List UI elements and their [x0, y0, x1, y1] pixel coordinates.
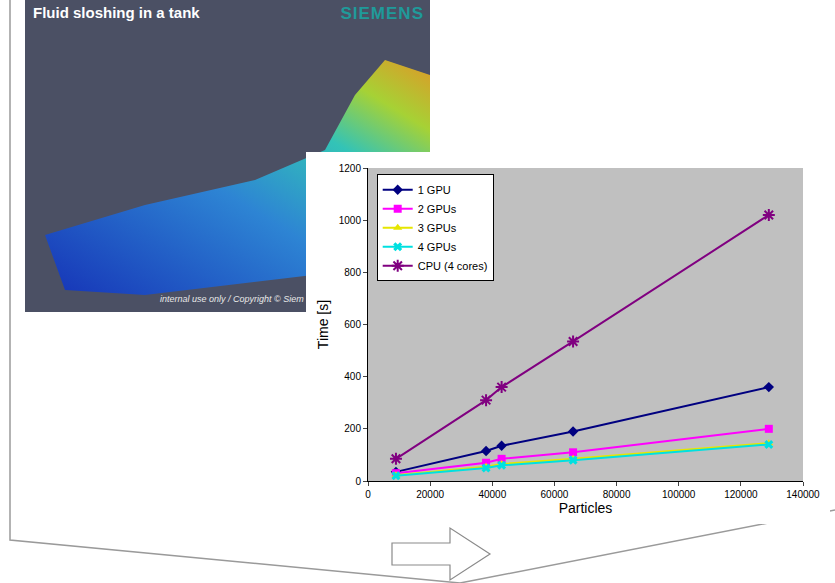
svg-text:600: 600 [344, 319, 361, 330]
svg-text:0: 0 [355, 476, 361, 487]
svg-text:4 GPUs: 4 GPUs [418, 241, 457, 253]
svg-text:Particles: Particles [559, 500, 613, 516]
svg-text:2 GPUs: 2 GPUs [418, 203, 457, 215]
html-text:internal use only / Copyright: internal use only / Copyright © Siem [160, 294, 304, 304]
svg-text:100000: 100000 [662, 489, 696, 500]
svg-text:0: 0 [365, 489, 371, 500]
svg-text:CPU (4 cores): CPU (4 cores) [418, 260, 488, 272]
svg-text:140000: 140000 [786, 489, 820, 500]
svg-text:1200: 1200 [339, 163, 362, 174]
svg-text:Time [s]: Time [s] [315, 300, 331, 349]
svg-text:40000: 40000 [478, 489, 506, 500]
svg-text:20000: 20000 [416, 489, 444, 500]
svg-text:800: 800 [344, 267, 361, 278]
svg-text:400: 400 [344, 371, 361, 382]
html-text:SIEMENS: SIEMENS [340, 4, 424, 23]
svg-text:60000: 60000 [541, 489, 569, 500]
svg-text:1 GPU: 1 GPU [418, 184, 451, 196]
svg-text:3 GPUs: 3 GPUs [418, 222, 457, 234]
svg-text:120000: 120000 [724, 489, 758, 500]
svg-text:80000: 80000 [603, 489, 631, 500]
html-text:Fluid sloshing in a tank: Fluid sloshing in a tank [33, 4, 200, 21]
svg-text:1000: 1000 [339, 215, 362, 226]
svg-text:200: 200 [344, 423, 361, 434]
